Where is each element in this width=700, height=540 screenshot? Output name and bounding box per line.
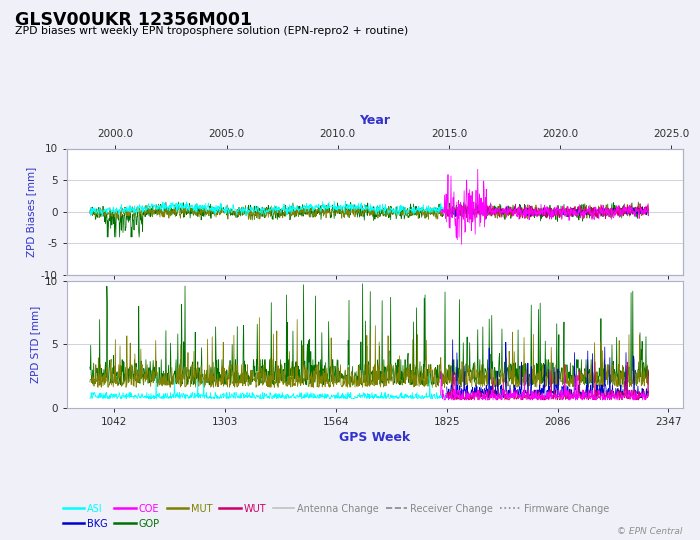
Text: ZPD biases wrt weekly EPN troposphere solution (EPN-repro2 + routine): ZPD biases wrt weekly EPN troposphere so… [15,26,409,36]
Y-axis label: ZPD Biases [mm]: ZPD Biases [mm] [27,167,36,257]
Text: © EPN Central: © EPN Central [617,526,682,536]
X-axis label: Year: Year [359,114,390,127]
X-axis label: GPS Week: GPS Week [339,431,410,444]
Text: GLSV00UKR 12356M001: GLSV00UKR 12356M001 [15,11,253,29]
Y-axis label: ZPD STD [mm]: ZPD STD [mm] [30,306,40,383]
Legend: ASI, BKG, COE, GOP, MUT, WUT, Antenna Change, Receiver Change, Firmware Change: ASI, BKG, COE, GOP, MUT, WUT, Antenna Ch… [59,500,613,532]
